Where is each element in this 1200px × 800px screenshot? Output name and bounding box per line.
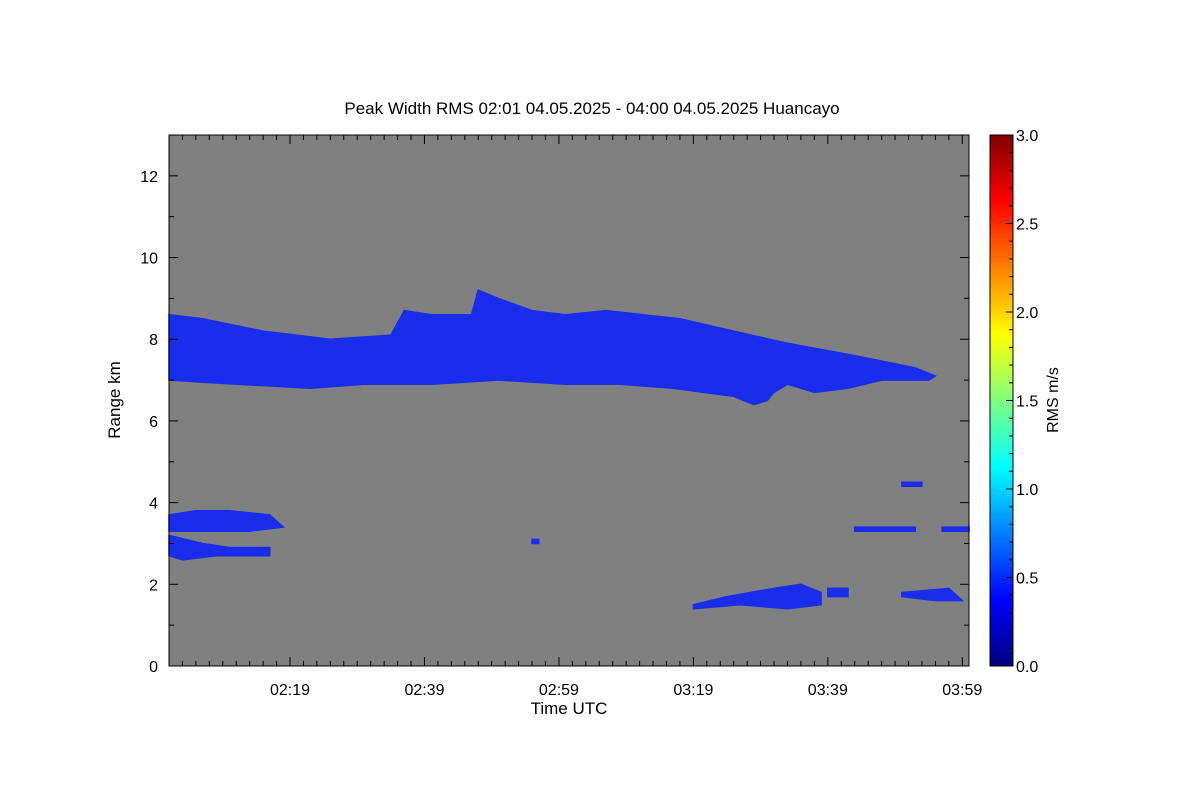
- colorbar-axis: 0.0 0.5 1.0 1.5 2.0 2.5 3.0: [1006, 128, 1038, 676]
- data-region-4: [531, 538, 540, 545]
- x-axis: 02:19 02:39 02:59 03:19 03:39 03:59: [168, 135, 982, 699]
- y-axis-label: Range km: [105, 361, 124, 438]
- data-region-1: [168, 510, 286, 532]
- x-tick-label: 02:19: [270, 682, 310, 699]
- data-region-2: [168, 534, 271, 561]
- y-tick-label: 8: [149, 332, 158, 349]
- data-regions: [168, 289, 970, 610]
- x-tick-label: 03:19: [673, 682, 713, 699]
- colorbar-tick-label: 2.5: [1016, 217, 1038, 234]
- colorbar-tick-label: 2.0: [1016, 305, 1038, 322]
- plot-background: [169, 135, 969, 666]
- plot-frame: [168, 134, 970, 667]
- data-region-8: [827, 587, 849, 598]
- colorbar-tick-label: 0.0: [1016, 659, 1038, 676]
- y-axis: 0 2 4 6 8 10 12: [140, 134, 969, 676]
- x-tick-label: 03:39: [808, 682, 848, 699]
- y-tick-label: 4: [149, 496, 158, 513]
- y-tick-label: 12: [140, 169, 158, 186]
- data-region-5: [853, 526, 916, 532]
- y-tick-label: 2: [149, 577, 158, 594]
- colorbar-tick-label: 3.0: [1016, 128, 1038, 145]
- x-tick-label: 02:59: [539, 682, 579, 699]
- x-tick-label: 03:59: [942, 682, 982, 699]
- x-axis-label: Time UTC: [531, 699, 608, 718]
- colorbar-tick-label: 0.5: [1016, 571, 1038, 588]
- data-region-9: [901, 587, 965, 602]
- y-tick-label: 6: [149, 414, 158, 431]
- chart-title: Peak Width RMS 02:01 04.05.2025 - 04:00 …: [344, 99, 839, 118]
- data-region-6: [941, 526, 970, 532]
- data-region-0: [168, 289, 938, 406]
- y-tick-label: 0: [149, 659, 158, 676]
- colorbar-label: RMS m/s: [1045, 367, 1062, 433]
- x-tick-label: 02:39: [404, 682, 444, 699]
- data-region-7: [901, 481, 923, 488]
- colorbar-tick-label: 1.5: [1016, 394, 1038, 411]
- data-region-3: [692, 583, 822, 610]
- y-tick-label: 10: [140, 251, 158, 268]
- colorbar-tick-label: 1.0: [1016, 482, 1038, 499]
